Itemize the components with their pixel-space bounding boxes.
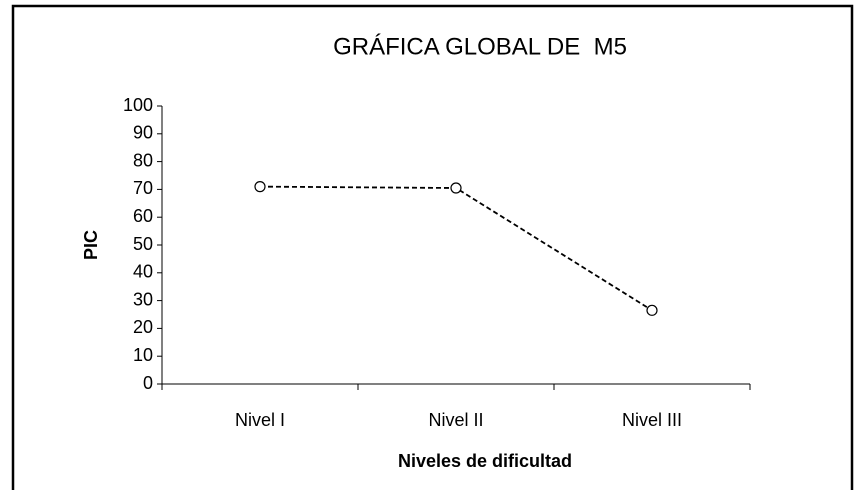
- data-point: [254, 181, 266, 193]
- x-tick-label: Nivel I: [235, 410, 285, 430]
- y-tick-label: 0: [143, 373, 153, 393]
- y-tick-label: 50: [133, 234, 153, 254]
- y-tick-label: 10: [133, 345, 153, 365]
- y-axis-title: PIC: [81, 230, 101, 260]
- chart-title: GRÁFICA GLOBAL DE M5: [333, 33, 627, 60]
- x-axis-title: Niveles de dificultad: [398, 451, 572, 471]
- y-tick-label: 20: [133, 317, 153, 337]
- y-tick-label: 100: [123, 95, 153, 115]
- y-tick-label: 30: [133, 289, 153, 309]
- y-tick-label: 90: [133, 123, 153, 143]
- y-tick-label: 60: [133, 206, 153, 226]
- data-point: [450, 182, 462, 194]
- y-tick-label: 70: [133, 178, 153, 198]
- y-tick-label: 80: [133, 150, 153, 170]
- chart-border: [11, 4, 854, 490]
- y-tick-label: 40: [133, 262, 153, 282]
- data-point: [646, 304, 658, 316]
- x-tick-label: Nivel III: [622, 410, 682, 430]
- x-tick-label: Nivel II: [428, 410, 483, 430]
